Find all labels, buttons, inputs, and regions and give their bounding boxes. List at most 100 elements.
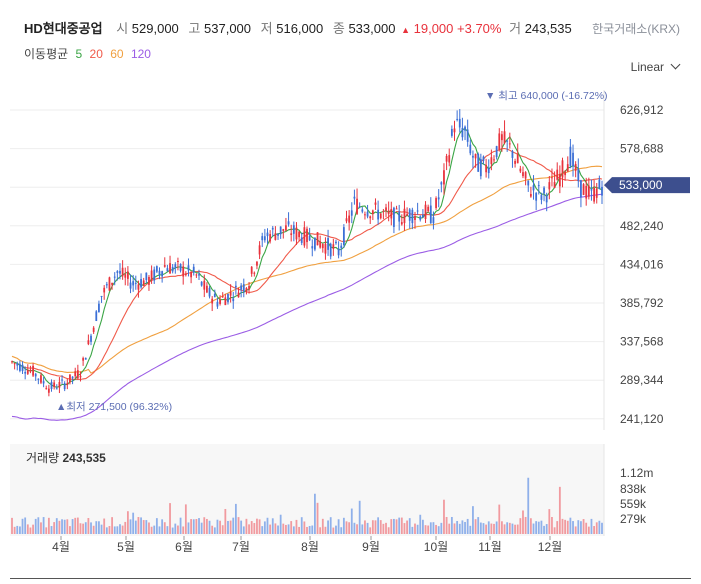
scale-mode-label: Linear [630,60,664,74]
volume-bar [495,521,498,534]
volume-bar [74,517,77,534]
volume-bar [242,526,245,534]
volume-bar [34,518,37,534]
candle-body [353,196,356,199]
volume-bar [487,521,490,534]
candle-body [111,282,113,285]
volume-bar [332,527,335,534]
candle-body [337,248,340,256]
price-tick-label: 289,344 [620,373,664,387]
volume-bar [234,503,237,534]
volume-bar [477,517,480,534]
month-axis: 4월 5월 6월 7월 8월 9월 10월 11월 12월 [52,536,562,554]
candle-body [155,266,158,272]
volume-bar [482,523,485,534]
volume-tick-label: 838k [620,482,647,496]
candle-body [258,245,261,255]
extreme-markers: ▼ 최고 640,000 (-16.72%) ▲최저 271,500 (96.32… [56,90,608,413]
candle-body [119,270,121,274]
candle-body [358,206,361,208]
volume-bar [335,525,337,534]
candle-body [198,274,200,276]
volume-bar [47,517,50,534]
candle-body [540,195,543,200]
candle-body [440,182,443,185]
candle-body [182,266,185,277]
volume-bar [561,518,564,534]
candle-body [450,128,453,136]
volume-bar [327,520,329,534]
candle-body [472,155,474,158]
volume-title-value: 243,535 [62,451,106,465]
volume-bar [519,518,522,534]
candle-body [105,284,108,286]
candle-body [21,364,24,372]
candle-body [493,159,495,161]
ma-60[interactable]: 60 [110,47,124,61]
volume-bar [587,526,590,534]
volume-bar [532,523,535,534]
volume-panel [10,444,604,536]
ma-5[interactable]: 5 [75,47,83,61]
candle-body [221,296,224,298]
candle-body [303,227,306,246]
candle-body [148,277,150,285]
candle-body [408,209,411,221]
volume-bar [216,519,219,534]
price-tick-label: 337,568 [620,335,664,349]
candle-body [601,186,603,196]
candle-body [393,207,395,227]
candle-body [295,227,298,240]
volume-bar [24,517,27,534]
candle-body [171,266,174,272]
volume-bar [137,517,140,534]
candle-body [348,215,351,223]
candle-body [253,272,256,274]
candle-body [545,195,548,203]
ma-20[interactable]: 20 [89,47,103,61]
moving-average-legend: 이동평균 5 20 60 120 [24,45,151,62]
volume-title-label: 거래량 [26,451,62,465]
candle-body [598,179,601,189]
candle-body [361,209,364,212]
volume-bar [358,500,361,534]
scale-mode-dropdown[interactable]: Linear [630,59,681,74]
candle-body [532,185,535,191]
candle-body [324,243,327,254]
volume-bar [601,522,603,534]
volume-bar [406,520,408,534]
volume-bar [566,520,569,534]
candle-body [92,327,95,332]
candle-body [366,211,369,217]
candle-body [456,118,459,120]
volume-bar [411,526,414,534]
candle-body [116,271,119,273]
volume-bar [98,521,100,534]
change-arrow-icon: ▲ [401,25,410,35]
candle-body [319,241,322,248]
volume-bar [45,527,48,534]
ma-120[interactable]: 120 [130,47,151,61]
candle-body [424,204,427,220]
candle-body [40,375,42,383]
moving-average-label: 이동평균 [24,47,69,61]
price-tick-label: 385,792 [620,296,664,310]
month-label: 11월 [478,540,502,554]
candle-body [469,144,472,154]
volume-bar [321,518,324,534]
candle-body [16,363,19,366]
volume-bar [211,525,214,534]
volume-bar [440,522,443,534]
volume-bar [55,518,58,534]
candle-body [580,180,582,198]
volume-bar [324,526,327,534]
volume-bar [469,525,472,534]
candle-body [132,281,135,286]
candle-body [387,210,390,215]
candle-body [585,185,588,199]
volume-bar [485,524,488,534]
candle-body [74,371,77,377]
moving-average-lines [11,128,603,421]
volume-bar [342,517,345,534]
